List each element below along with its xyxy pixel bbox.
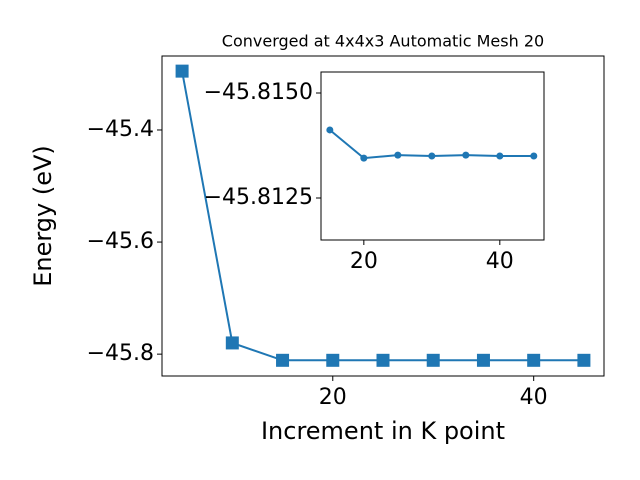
chart-title: Converged at 4x4x3 Automatic Mesh 20 [222,32,544,51]
y-tick-label: −45.8 [87,341,154,366]
data-point [326,353,340,367]
data-point [577,353,591,367]
x-tick-label: 40 [486,249,514,274]
data-point [496,152,504,160]
data-point [462,151,470,159]
x-tick-label: 40 [520,385,548,410]
y-tick-label: −45.8150 [204,80,313,105]
data-point [426,353,440,367]
data-point [225,336,239,350]
x-axis-label: Increment in K point [261,417,505,445]
data-point [276,353,290,367]
data-point [175,64,189,78]
data-point [527,353,541,367]
data-point [428,152,436,160]
x-tick-label: 20 [319,385,347,410]
y-tick-label: −45.6 [87,229,154,254]
data-point [360,154,368,162]
data-point [376,353,390,367]
data-point [394,151,402,159]
y-tick-label: −45.4 [87,117,154,142]
data-point [476,353,490,367]
x-tick-label: 20 [350,249,378,274]
data-point [530,152,538,160]
data-point [326,126,334,134]
y-axis-label: Energy (eV) [29,145,57,287]
y-tick-label: −45.8125 [204,185,313,210]
